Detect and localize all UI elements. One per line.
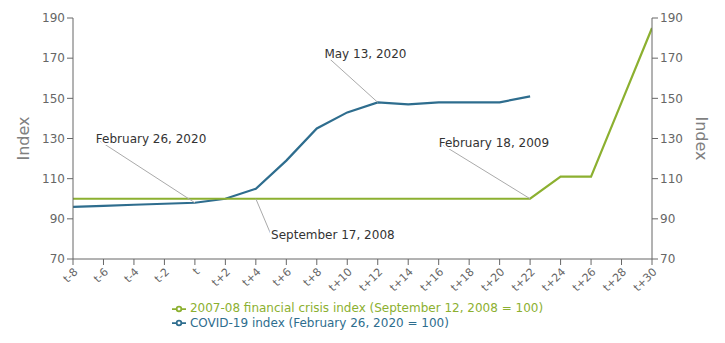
svg-text:90: 90 [660,212,675,226]
svg-text:t+2: t+2 [209,265,233,289]
svg-text:t-6: t-6 [91,265,111,285]
svg-text:t-4: t-4 [122,265,142,285]
svg-text:110: 110 [660,172,683,186]
svg-text:t+24: t+24 [540,265,569,294]
svg-text:t+20: t+20 [479,265,508,294]
svg-text:90: 90 [50,212,65,226]
svg-text:110: 110 [42,172,65,186]
svg-text:t+18: t+18 [448,265,477,294]
html-text:2007-08 financial crisis index: 2007-08 financial crisis index (Septembe… [189,301,544,315]
svg-text:130: 130 [660,132,683,146]
svg-text:70: 70 [50,252,65,266]
svg-text:t-2: t-2 [152,265,172,285]
svg-text:September 17, 2008: September 17, 2008 [271,228,395,242]
svg-text:150: 150 [42,92,65,106]
svg-text:May 13, 2020: May 13, 2020 [324,47,406,61]
svg-text:150: 150 [660,92,683,106]
svg-text:t+4: t+4 [240,265,264,289]
svg-text:t+10: t+10 [326,265,355,294]
svg-text:Index: Index [14,116,33,160]
svg-text:t: t [190,265,203,278]
svg-text:130: 130 [42,132,65,146]
svg-text:t+12: t+12 [357,265,386,294]
svg-text:t+26: t+26 [570,265,599,294]
svg-text:t+30: t+30 [631,265,660,294]
svg-text:Index: Index [692,116,711,160]
svg-text:70: 70 [660,252,675,266]
svg-text:t-8: t-8 [61,265,81,285]
svg-text:170: 170 [42,51,65,65]
svg-text:t+8: t+8 [301,265,325,289]
html-text:COVID-19 index (February 26, 2: COVID-19 index (February 26, 2020 = 100) [189,315,449,330]
svg-text:170: 170 [660,51,683,65]
svg-text:February 26, 2020: February 26, 2020 [96,132,206,146]
svg-text:t+6: t+6 [270,265,294,289]
svg-text:190: 190 [42,11,65,25]
svg-text:t+16: t+16 [418,265,447,294]
svg-text:t+22: t+22 [509,265,538,294]
svg-text:t+14: t+14 [387,265,416,294]
svg-text:February 18, 2009: February 18, 2009 [439,136,549,150]
svg-text:190: 190 [660,11,683,25]
svg-text:t+28: t+28 [601,265,630,294]
